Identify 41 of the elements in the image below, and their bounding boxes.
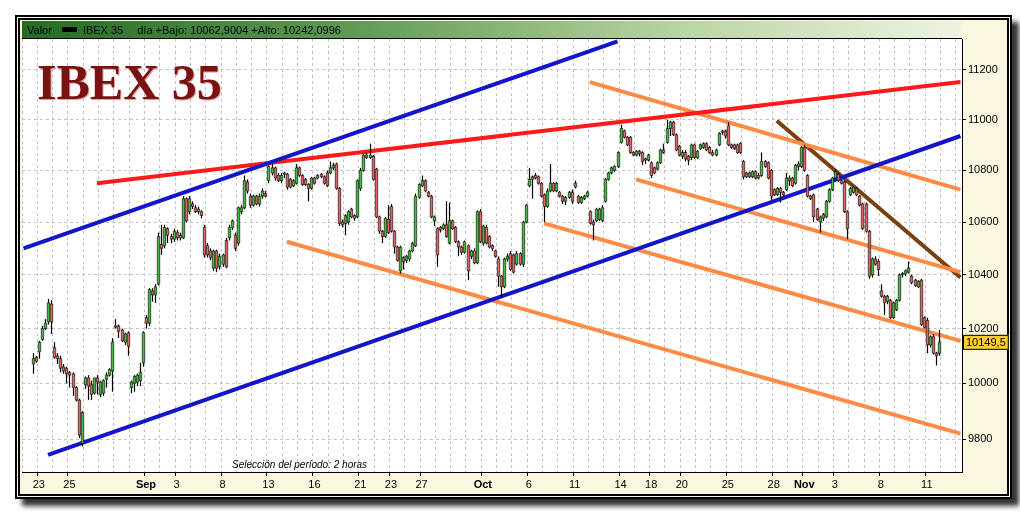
x-tick-label: 28 xyxy=(767,477,780,490)
x-tick-label: 6 xyxy=(525,477,532,490)
x-tick-label: Oct xyxy=(473,477,493,490)
x-tick-label: 3 xyxy=(173,477,180,490)
y-tick-label: 11000 xyxy=(968,112,998,125)
x-tick-label: Sep xyxy=(135,477,157,490)
x-tick-label: 20 xyxy=(675,477,688,490)
chart-title: IBEX 35 xyxy=(37,54,222,110)
text: 10149,5 xyxy=(966,335,1006,348)
x-tick-label: 11 xyxy=(921,477,933,490)
legend-title: Valor xyxy=(27,23,52,36)
y-tick-label: 10200 xyxy=(968,321,999,334)
candlestick xyxy=(802,144,807,173)
candlestick xyxy=(49,299,54,335)
x-tick-label: 18 xyxy=(645,477,658,490)
annotation: Selección del período: 2 horas xyxy=(232,459,368,470)
y-tick-label: 10400 xyxy=(968,267,999,280)
y-tick-label: 11200 xyxy=(968,62,998,75)
y-tick-label: 9800 xyxy=(968,432,993,445)
header-strip: Valor IBEX 35 día +Bajo: 10062,9004 +Alto: 10242,0996 xyxy=(22,21,962,39)
x-tick-label: 23 xyxy=(384,477,398,490)
x-tick-label: 27 xyxy=(415,477,428,490)
y-tick-label: 10000 xyxy=(968,376,999,389)
x-tick-label: Nov xyxy=(793,477,816,490)
y-tick-label: 10800 xyxy=(968,163,999,176)
x-tick-label: 25 xyxy=(63,477,76,490)
x-tick-label: 11 xyxy=(568,477,581,490)
x-tick-label: 8 xyxy=(219,477,226,490)
x-tick-label: 3 xyxy=(831,477,838,490)
x-tick-label: 23 xyxy=(32,477,45,490)
candlestick xyxy=(71,371,76,397)
x-tick-label: 13 xyxy=(262,477,275,490)
x-tick-label: 25 xyxy=(721,477,734,490)
x-tick-label: 21 xyxy=(354,477,367,490)
y-tick-label: 10600 xyxy=(968,215,999,228)
chart-subtitle: día +Bajo: 10062,9004 +Alto: 10242,0996 xyxy=(137,23,341,36)
candlestick xyxy=(67,370,72,389)
x-tick-label: 14 xyxy=(614,477,627,490)
candlestick xyxy=(64,366,69,385)
x-tick-label: 8 xyxy=(877,477,884,490)
x-tick-label: 16 xyxy=(308,477,321,490)
